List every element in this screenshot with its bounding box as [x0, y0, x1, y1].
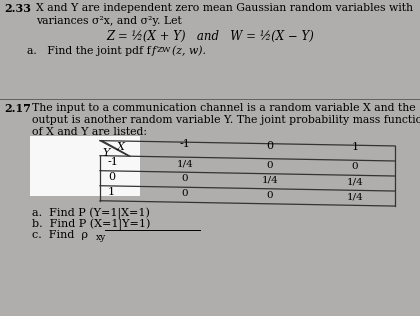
Text: a.   Find the joint pdf f: a. Find the joint pdf f — [27, 46, 151, 56]
Text: 1: 1 — [352, 142, 359, 152]
Text: c.  Find  ρ: c. Find ρ — [32, 230, 88, 240]
Text: 1/4: 1/4 — [177, 159, 193, 168]
Text: 1/4: 1/4 — [346, 177, 363, 186]
Text: b.  Find P (X=1|Y=1): b. Find P (X=1|Y=1) — [32, 219, 150, 231]
Text: The input to a communication channel is a random variable X and the: The input to a communication channel is … — [32, 103, 416, 112]
Text: 0: 0 — [108, 172, 115, 182]
Text: 1/4: 1/4 — [346, 192, 363, 201]
Text: 0: 0 — [182, 189, 188, 198]
Text: Y: Y — [102, 148, 109, 158]
Bar — [30, 136, 140, 196]
Text: of X and Y are listed:: of X and Y are listed: — [32, 127, 147, 137]
Text: X: X — [117, 142, 125, 152]
Text: ZW: ZW — [157, 46, 171, 54]
Text: variances σ²x, and σ²y. Let: variances σ²x, and σ²y. Let — [36, 16, 182, 26]
Text: (z, w).: (z, w). — [172, 46, 206, 56]
Text: Z = ½(X + Y)   and   W = ½(X − Y): Z = ½(X + Y) and W = ½(X − Y) — [106, 30, 314, 43]
Text: -1: -1 — [108, 157, 119, 167]
Text: 0: 0 — [182, 174, 188, 183]
Text: a.  Find P (Y=1|X=1): a. Find P (Y=1|X=1) — [32, 208, 150, 220]
Text: 0: 0 — [266, 141, 273, 151]
Text: 2.17: 2.17 — [4, 103, 31, 113]
Text: 0: 0 — [267, 161, 273, 170]
Text: X and Y are independent zero mean Gaussian random variables with: X and Y are independent zero mean Gaussi… — [36, 3, 413, 13]
Text: 1: 1 — [108, 187, 115, 198]
Text: 0: 0 — [267, 191, 273, 200]
Text: 2.33: 2.33 — [4, 3, 31, 14]
Text: -1: -1 — [180, 139, 190, 149]
Text: f: f — [152, 46, 156, 56]
Text: output is another random variable Y. The joint probability mass functions: output is another random variable Y. The… — [32, 115, 420, 125]
Text: 0: 0 — [352, 162, 358, 171]
Text: xy: xy — [96, 233, 106, 242]
Text: 1/4: 1/4 — [262, 176, 278, 185]
